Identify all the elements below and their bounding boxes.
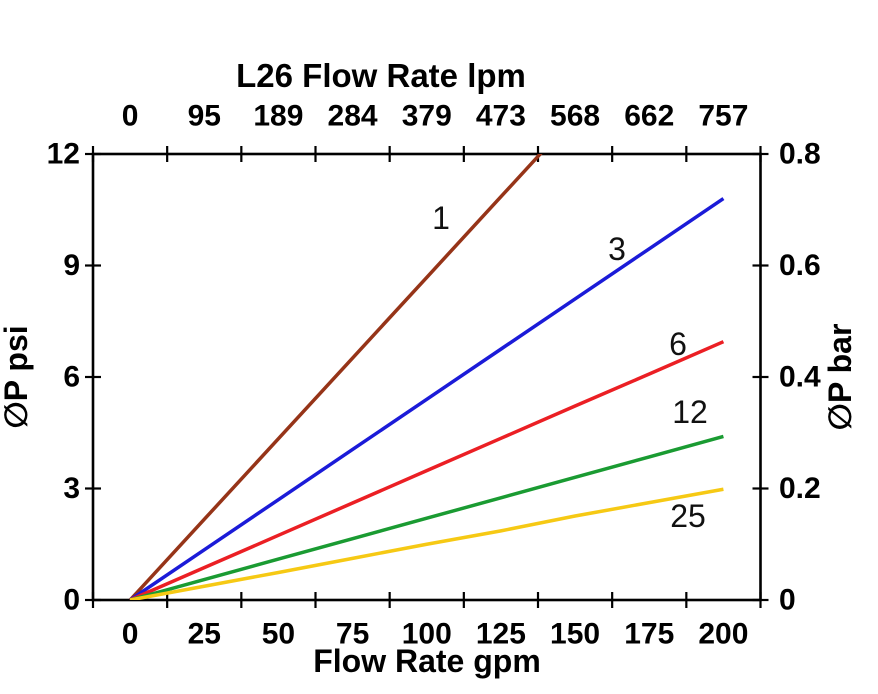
x-axis-title-bottom: Flow Rate gpm — [313, 643, 541, 679]
x-tick-label-gpm: 100 — [402, 618, 452, 651]
x-tick-label-lpm: 473 — [476, 100, 526, 133]
x-tick-label-gpm: 150 — [550, 618, 600, 651]
x-tick-label-gpm: 50 — [262, 618, 295, 651]
x-tick-label-gpm: 125 — [476, 618, 526, 651]
y-axis-title-right: ∅P bar — [822, 324, 858, 431]
x-tick-label-lpm: 95 — [188, 100, 221, 133]
y-tick-label-bar: 0.4 — [779, 361, 821, 394]
x-tick-label-gpm: 200 — [698, 618, 748, 651]
x-tick-label-lpm: 568 — [550, 100, 600, 133]
x-tick-label-lpm: 0 — [122, 100, 139, 133]
y-tick-label-psi: 3 — [63, 472, 80, 505]
x-tick-label-lpm: 757 — [698, 100, 748, 133]
x-tick-label-gpm: 25 — [188, 618, 221, 651]
y-tick-label-bar: 0.6 — [779, 249, 821, 282]
x-tick-label-lpm: 379 — [402, 100, 452, 133]
series-lines — [128, 154, 725, 600]
series-label-12: 12 — [672, 394, 708, 430]
series-line-1 — [128, 154, 543, 600]
series-label-3: 3 — [608, 231, 626, 267]
y-tick-label-bar: 0 — [779, 584, 796, 617]
y-axis-title-left: ∅P psi — [0, 325, 34, 428]
x-tick-label-gpm: 175 — [624, 618, 674, 651]
series-line-6 — [129, 340, 725, 600]
series-line-3 — [129, 197, 725, 600]
y-tick-label-psi: 9 — [63, 249, 80, 282]
y-tick-label-bar: 0.2 — [779, 472, 821, 505]
x-tick-label-lpm: 662 — [624, 100, 674, 133]
y-tick-label-psi: 0 — [63, 584, 80, 617]
chart-title: L26 Flow Rate lpm — [236, 57, 526, 94]
series-label-6: 6 — [669, 326, 687, 362]
x-tick-label-lpm: 284 — [328, 100, 378, 133]
series-label-25: 25 — [670, 498, 706, 534]
series-line-25 — [129, 487, 724, 600]
series-label-1: 1 — [432, 200, 450, 236]
x-tick-label-gpm: 75 — [336, 618, 369, 651]
y-tick-label-psi: 12 — [47, 138, 80, 171]
y-tick-label-bar: 0.8 — [779, 138, 821, 171]
y-tick-label-psi: 6 — [63, 361, 80, 394]
x-tick-label-gpm: 0 — [122, 618, 139, 651]
x-tick-label-lpm: 189 — [253, 100, 303, 133]
series-line-12 — [129, 434, 724, 600]
